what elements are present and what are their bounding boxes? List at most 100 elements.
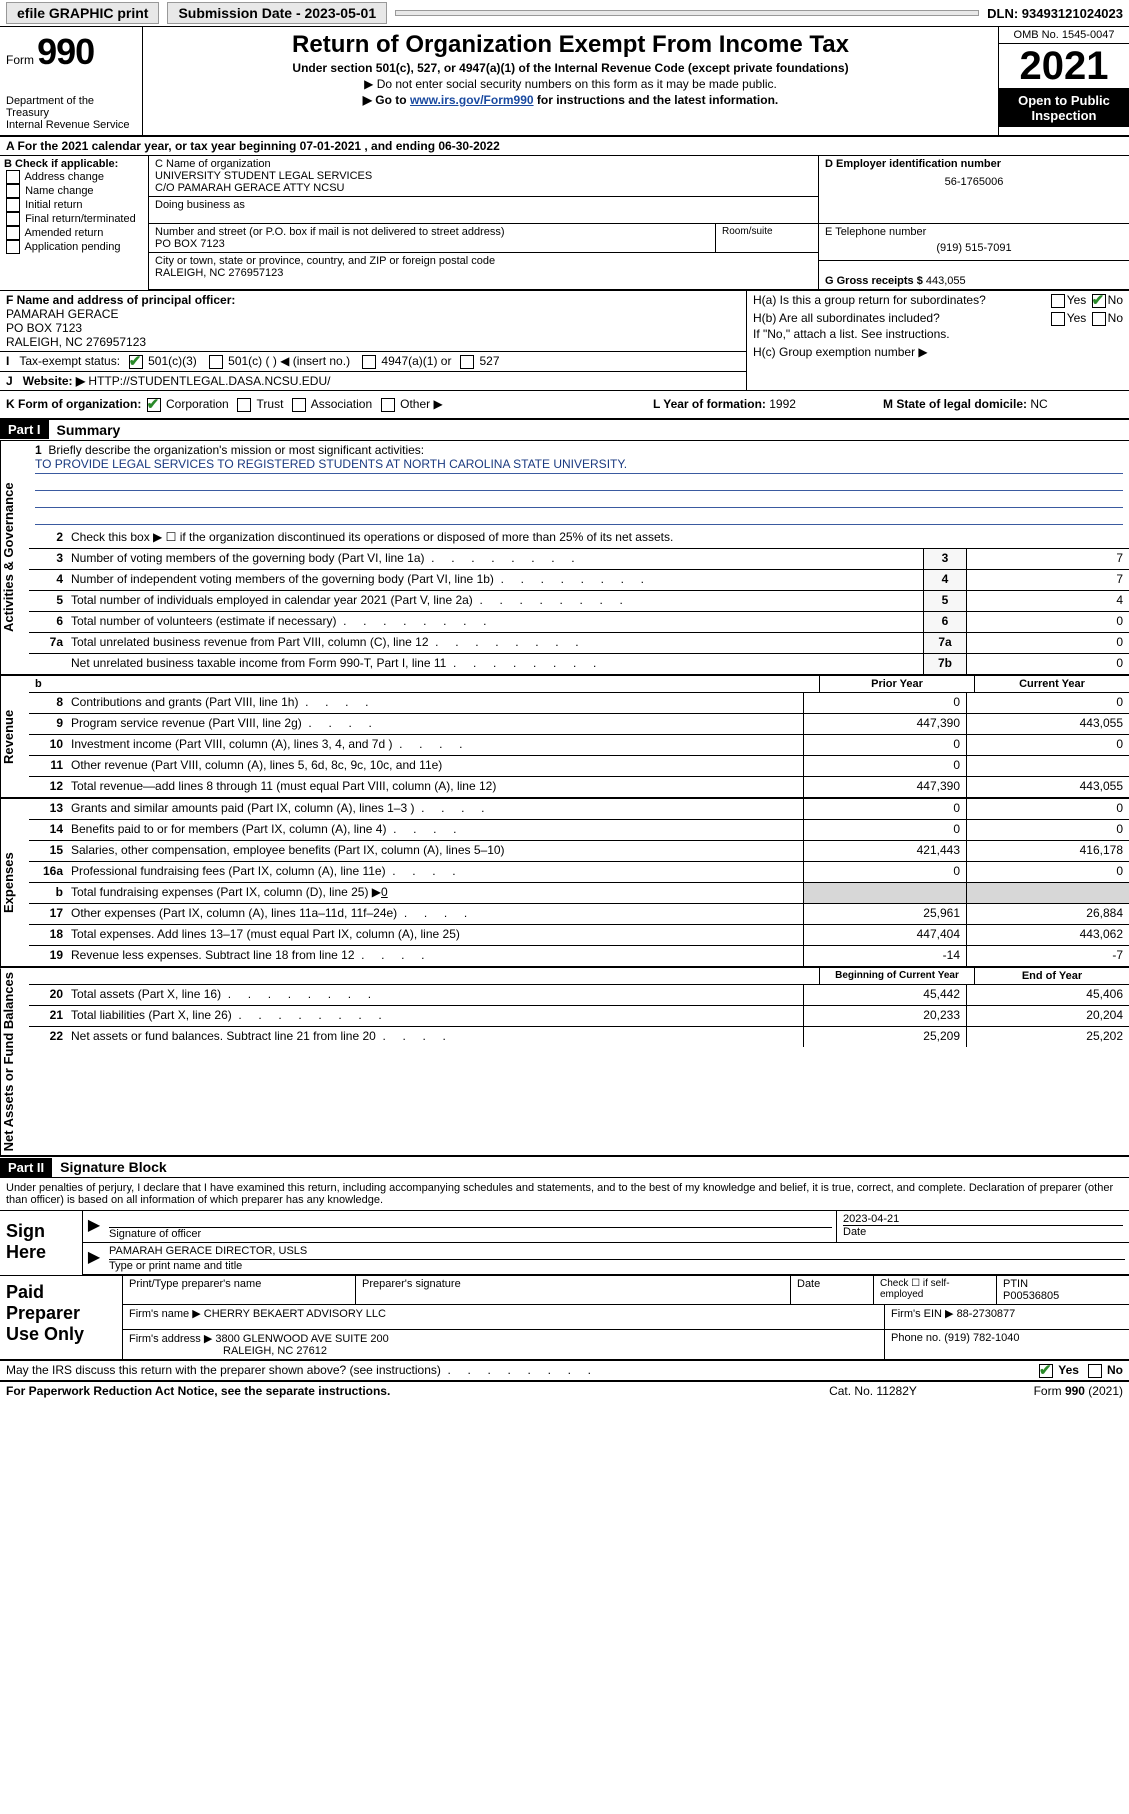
summary-governance: Activities & Governance 1 Briefly descri… [0,441,1129,676]
part-ii-header: Part II Signature Block [0,1157,1129,1178]
line-11-desc: Other revenue (Part VIII, column (A), li… [67,756,803,776]
end-year-header: End of Year [974,968,1129,984]
cb-ha-no[interactable] [1092,294,1106,308]
cb-initial-return[interactable]: Initial return [4,198,144,212]
part-i-badge: Part I [0,420,49,439]
line-10-prior: 0 [803,735,966,755]
goto-suffix: for instructions and the latest informat… [534,93,779,107]
hc-row: H(c) Group exemption number ▶ [753,345,1123,359]
h-group-return: H(a) Is this a group return for subordin… [747,291,1129,390]
line-6-desc: Total number of volunteers (estimate if … [67,612,923,632]
current-year-header: Current Year [974,676,1129,692]
line-12-prior: 447,390 [803,777,966,797]
spacer-bar [395,10,979,16]
form-header: Form 990 Department of the Treasury Inte… [0,27,1129,137]
cb-name-change[interactable]: Name change [4,184,144,198]
top-bar: efile GRAPHIC print Submission Date - 20… [0,0,1129,27]
cb-address-change[interactable]: Address change [4,170,144,184]
row-f-h: F Name and address of principal officer:… [0,291,1129,391]
line-8-prior: 0 [803,693,966,713]
line-22-desc: Net assets or fund balances. Subtract li… [67,1027,803,1047]
revenue-header-row: b Prior Year Current Year [29,676,1129,693]
typed-name-cell: PAMARAH GERACE DIRECTOR, USLS Type or pr… [105,1243,1129,1274]
submission-date-button[interactable]: Submission Date - 2023-05-01 [167,2,387,24]
line-7b-val: 0 [966,654,1129,674]
cb-trust[interactable] [237,398,251,412]
col-b-checkboxes: B Check if applicable: Address change Na… [0,156,149,290]
line-6-val: 0 [966,612,1129,632]
summary-net-assets: Net Assets or Fund Balances Beginning of… [0,968,1129,1157]
form-title: Return of Organization Exempt From Incom… [153,31,988,59]
line-5-desc: Total number of individuals employed in … [67,591,923,611]
cb-4947[interactable] [362,355,376,369]
cb-final-return[interactable]: Final return/terminated [4,212,144,226]
telephone-wrapper: E Telephone number (919) 515-7091 [819,224,1129,261]
perjury-text: Under penalties of perjury, I declare th… [0,1178,1129,1211]
cb-ha-yes[interactable] [1051,294,1065,308]
cb-application-pending[interactable]: Application pending [4,240,144,254]
line-19-prior: -14 [803,946,966,966]
cb-amended-return[interactable]: Amended return [4,226,144,240]
side-label-expenses: Expenses [0,799,29,966]
line-16a-curr: 0 [966,862,1129,882]
line-10-curr: 0 [966,735,1129,755]
form-number: 990 [37,31,94,72]
cb-association[interactable] [292,398,306,412]
line-16b-curr [966,883,1129,903]
line-7a-desc: Total unrelated business revenue from Pa… [67,633,923,653]
line-16a-prior: 0 [803,862,966,882]
cb-may-yes[interactable] [1039,1364,1053,1378]
hb-note: If "No," attach a list. See instructions… [753,327,1123,341]
inspection-badge: Open to Public Inspection [999,89,1129,127]
ein-label: D Employer identification number [825,158,1123,170]
form-subtitle-3: ▶ Go to www.irs.gov/Form990 for instruct… [153,93,988,107]
signature-officer-cell[interactable]: Signature of officer [105,1211,836,1242]
f-name: PAMARAH GERACE [6,307,118,321]
footer-left: For Paperwork Reduction Act Notice, see … [6,1384,783,1398]
cb-other[interactable] [381,398,395,412]
signature-date-value: 2023-04-21 [843,1213,1123,1226]
cb-may-no[interactable] [1088,1364,1102,1378]
form-subtitle-1: Under section 501(c), 527, or 4947(a)(1)… [153,61,988,75]
f-officer: F Name and address of principal officer:… [0,291,746,352]
line-19-curr: -7 [966,946,1129,966]
form990-link[interactable]: www.irs.gov/Form990 [410,93,534,107]
part-ii-badge: Part II [0,1158,52,1177]
cb-corporation[interactable] [147,398,161,412]
line-3-val: 7 [966,549,1129,569]
cb-501c3[interactable] [129,355,143,369]
header-right: OMB No. 1545-0047 2021 Open to Public In… [998,27,1129,135]
header-center: Return of Organization Exempt From Incom… [143,27,998,135]
line-15-curr: 416,178 [966,841,1129,861]
line-12-curr: 443,055 [966,777,1129,797]
omb-number: OMB No. 1545-0047 [999,27,1129,44]
line-15-prior: 421,443 [803,841,966,861]
line-21-desc: Total liabilities (Part X, line 26) [67,1006,803,1026]
may-irs-discuss-row: May the IRS discuss this return with the… [0,1360,1129,1382]
l-year-formation: L Year of formation: 1992 [653,397,883,412]
firm-address-row: Firm's address ▶ 3800 GLENWOOD AVE SUITE… [123,1330,885,1359]
typed-name-label: Type or print name and title [109,1260,1125,1272]
j-label: Website: ▶ [23,374,85,388]
line-7b-desc: Net unrelated business taxable income fr… [67,654,923,674]
preparer-self-employed[interactable]: Check ☐ if self-employed [874,1276,997,1304]
line-4-val: 7 [966,570,1129,590]
beginning-year-header: Beginning of Current Year [819,968,974,984]
firm-name-row: Firm's name ▶ CHERRY BEKAERT ADVISORY LL… [123,1305,885,1329]
cb-hb-no[interactable] [1092,312,1106,326]
addr-value: PO BOX 7123 [155,238,709,250]
m-state-domicile: M State of legal domicile: NC [883,397,1123,412]
cb-527[interactable] [460,355,474,369]
summary-revenue: Revenue b Prior Year Current Year 8Contr… [0,676,1129,799]
address-cell: Number and street (or P.O. box if mail i… [149,224,716,252]
line-20-prior: 45,442 [803,985,966,1005]
cb-501c[interactable] [209,355,223,369]
cb-hb-yes[interactable] [1051,312,1065,326]
line-4-desc: Number of independent voting members of … [67,570,923,590]
signature-date-label: Date [843,1226,1123,1238]
j-value: HTTP://STUDENTLEGAL.DASA.NCSU.EDU/ [88,374,330,388]
line-17-prior: 25,961 [803,904,966,924]
line-20-curr: 45,406 [966,985,1129,1005]
addr-label: Number and street (or P.O. box if mail i… [155,226,709,238]
efile-button[interactable]: efile GRAPHIC print [6,2,159,24]
